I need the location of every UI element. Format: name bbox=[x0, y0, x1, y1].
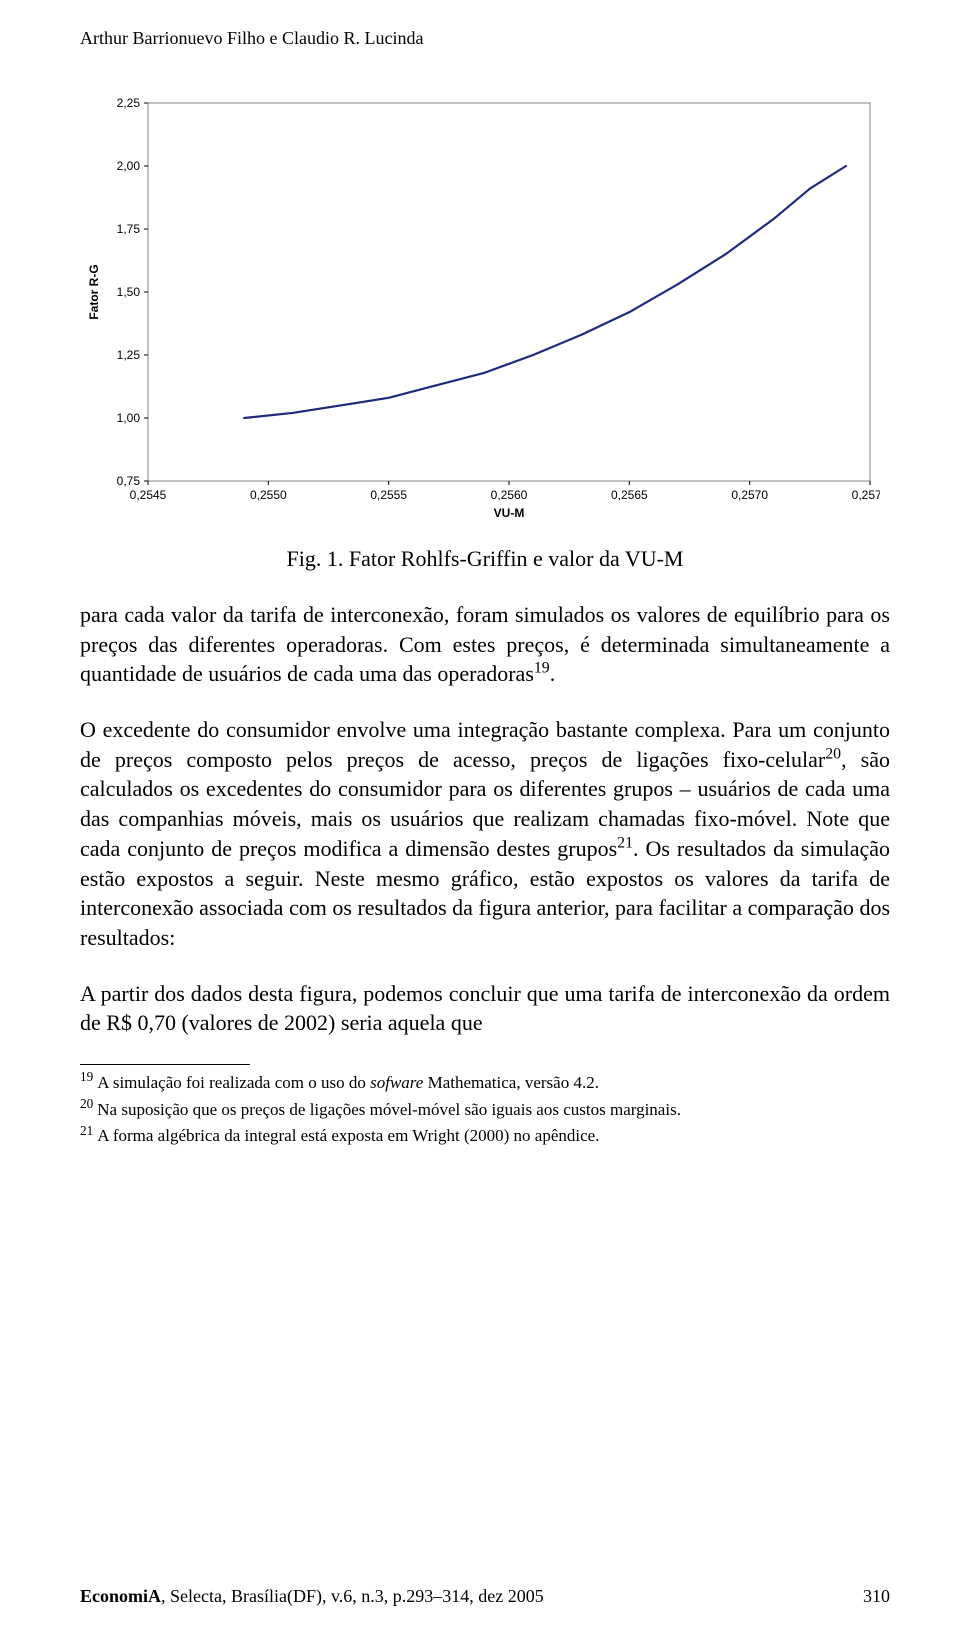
svg-text:0,2570: 0,2570 bbox=[731, 488, 768, 502]
svg-text:2,00: 2,00 bbox=[117, 159, 141, 173]
figure-caption: Fig. 1. Fator Rohlfs-Griffin e valor da … bbox=[80, 546, 890, 572]
footnote-21: 21 A forma algébrica da integral está exp… bbox=[80, 1124, 890, 1149]
page-footer: EconomiA, Selecta, Brasília(DF), v.6, n.… bbox=[80, 1586, 890, 1607]
figure-1: 0,75 1,00 1,25 1,50 1,75 2,00 2,25 0,2545 0,2550… bbox=[80, 89, 890, 524]
footnotes: 19 A simulação foi realizada com o uso do… bbox=[80, 1071, 890, 1149]
paragraph-2: O excedente do consumidor envolve uma in… bbox=[80, 715, 890, 953]
footnote-19b: Mathematica, versão 4.2. bbox=[423, 1073, 599, 1092]
footnote-ref-20: 20 bbox=[825, 745, 841, 762]
svg-text:1,25: 1,25 bbox=[117, 348, 141, 362]
footnote-20-text: Na suposição que os preços de ligações m… bbox=[97, 1100, 681, 1119]
svg-text:VU-M: VU-M bbox=[494, 506, 525, 520]
footer-journal: EconomiA, Selecta, Brasília(DF), v.6, n.… bbox=[80, 1586, 544, 1607]
page-root: Arthur Barrionuevo Filho e Claudio R. Lu… bbox=[0, 0, 960, 1629]
svg-text:1,50: 1,50 bbox=[117, 285, 141, 299]
svg-text:Fator R-G: Fator R-G bbox=[87, 264, 101, 319]
footer-journal-rest: , Selecta, Brasília(DF), v.6, n.3, p.293… bbox=[161, 1586, 544, 1606]
line-chart: 0,75 1,00 1,25 1,50 1,75 2,00 2,25 0,2545 0,2550… bbox=[80, 89, 880, 524]
p2a: O excedente do consumidor envolve uma in… bbox=[80, 717, 890, 772]
footnote-ref-21: 21 bbox=[617, 834, 633, 851]
footnote-21-text: A forma algébrica da integral está expos… bbox=[97, 1126, 599, 1145]
svg-text:1,00: 1,00 bbox=[117, 411, 141, 425]
body-text: para cada valor da tarifa de interconexã… bbox=[80, 600, 890, 1038]
footnote-20: 20 Na suposição que os preços de ligações… bbox=[80, 1098, 890, 1123]
p1-tail: . bbox=[550, 661, 556, 686]
footnote-rule bbox=[80, 1064, 250, 1065]
footnote-19: 19 A simulação foi realizada com o uso do… bbox=[80, 1071, 890, 1096]
svg-text:1,75: 1,75 bbox=[117, 222, 141, 236]
svg-text:0,2565: 0,2565 bbox=[611, 488, 648, 502]
svg-text:0,2555: 0,2555 bbox=[370, 488, 407, 502]
svg-text:0,2575: 0,2575 bbox=[852, 488, 880, 502]
footer-journal-bold: EconomiA bbox=[80, 1586, 161, 1606]
paragraph-3: A partir dos dados desta figura, podemos… bbox=[80, 979, 890, 1038]
footnote-19a: A simulação foi realizada com o uso do bbox=[97, 1073, 370, 1092]
footnote-21-num: 21 bbox=[80, 1123, 93, 1138]
paragraph-1: para cada valor da tarifa de interconexã… bbox=[80, 600, 890, 689]
svg-text:2,25: 2,25 bbox=[117, 96, 141, 110]
footnote-ref-19: 19 bbox=[534, 660, 550, 677]
svg-text:0,75: 0,75 bbox=[117, 474, 141, 488]
p1-text: para cada valor da tarifa de interconexã… bbox=[80, 602, 890, 686]
svg-text:0,2560: 0,2560 bbox=[491, 488, 528, 502]
running-head: Arthur Barrionuevo Filho e Claudio R. Lu… bbox=[80, 28, 890, 49]
svg-text:0,2550: 0,2550 bbox=[250, 488, 287, 502]
svg-text:0,2545: 0,2545 bbox=[130, 488, 167, 502]
footnote-19-italic: sofware bbox=[370, 1073, 423, 1092]
footer-page-number: 310 bbox=[863, 1586, 890, 1607]
footnote-19-num: 19 bbox=[80, 1069, 93, 1084]
footnote-20-num: 20 bbox=[80, 1096, 93, 1111]
